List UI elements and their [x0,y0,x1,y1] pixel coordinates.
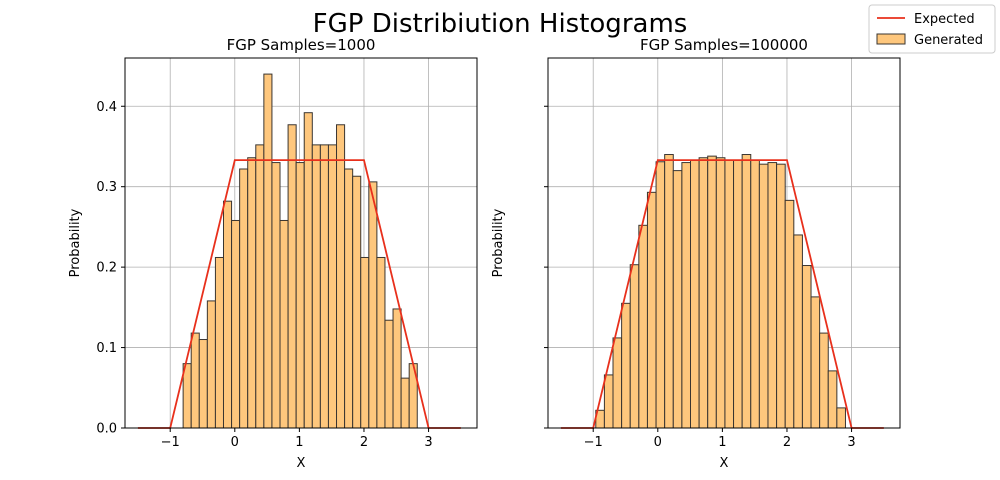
histogram-bar [612,337,623,429]
x-tick-label: 1 [295,435,303,450]
x-tick-label: −1 [161,435,180,450]
histogram-bar [827,370,838,429]
y-tick-label: 0.1 [96,341,117,356]
histogram-bar [263,73,273,429]
histogram-bar [681,162,691,429]
histogram-bar [715,157,726,429]
legend-expected-label: Expected [914,12,975,27]
histogram-bar [222,200,233,429]
histogram-bar [287,124,297,429]
x-tick-label: 1 [718,435,726,450]
x-tick-label: −1 [584,435,603,450]
histogram-bar [198,339,208,429]
histogram-bar [295,162,305,429]
histogram-bar [255,144,265,429]
y-tick-label: 0.4 [96,100,117,115]
histogram-bar [376,256,386,429]
x-tick-label: 3 [847,435,855,450]
y-axis-label: Probability [68,208,83,277]
histogram-bar [360,256,370,429]
x-tick-label: 0 [231,435,239,450]
y-tick-label: 0.0 [96,422,117,437]
histogram-bar [646,191,657,429]
histogram-bar [336,124,346,429]
histogram-bar [638,224,648,429]
histogram-bar [836,407,846,429]
panel-title: FGP Samples=100000 [640,36,808,54]
histogram-bar [810,296,821,429]
histogram-bar [392,308,402,429]
histogram-bar [384,319,394,429]
histogram-bar [664,154,674,429]
histogram-bar [190,332,200,429]
y-tick-label: 0.3 [96,180,117,195]
histogram-bar [776,163,786,429]
histogram-bar [621,302,631,429]
x-tick-label: 3 [424,435,432,450]
histogram-bar [603,374,614,429]
histogram-bar [239,168,249,429]
histogram-bar [672,170,683,429]
histogram-bar [707,155,717,429]
legend: Expected Generated [868,4,996,54]
axes-frame [547,57,901,429]
y-axis-label: Probability [491,208,506,277]
histogram-bar [758,163,769,429]
x-axis-label: X [720,456,729,471]
histogram-bar [741,154,752,429]
histogram-bar [279,219,289,429]
x-tick-label: 0 [654,435,662,450]
legend-generated-label: Generated [914,33,983,48]
histogram-bar [327,144,338,429]
y-tick-label: 0.2 [96,261,117,276]
histogram-bar [689,159,700,429]
histogram-bar [182,363,192,429]
histogram-bar [400,377,410,429]
figure-title: FGP Distribiution Histograms [313,9,688,39]
legend-generated-swatch [876,33,906,45]
histogram-bar [352,175,362,429]
histogram-bar [801,265,812,429]
histogram-bar [311,144,321,429]
histogram-bar [819,332,829,429]
x-tick-label: 2 [783,435,791,450]
histogram-bar [271,162,281,429]
histogram-bar [750,159,760,429]
histogram-bar [368,181,378,429]
histogram-panel-100000: −1 0 1 2 3 FGP Samples=100000 X Probability [491,36,901,471]
histogram-bar [247,157,257,429]
histogram-bar [214,256,224,429]
histogram-bar [206,300,216,429]
histogram-bar [724,159,735,429]
histogram-bar [793,234,803,429]
histogram-bar [231,219,241,429]
panel-title: FGP Samples=1000 [227,36,376,54]
histogram-bar [767,162,778,429]
histogram-bar [655,161,666,429]
histogram-bar [629,264,640,429]
x-axis-label: X [297,456,306,471]
histogram-panel-1000: −1 0 1 2 3 0.0 0.1 0.2 0.3 0.4 FGP Samples=1000 X Pr… [68,36,478,471]
histogram-bar [319,144,329,429]
histogram-bar [698,157,709,429]
x-tick-label: 2 [360,435,368,450]
axes-frame [124,57,478,429]
histogram-bar [733,159,743,429]
histogram-bar [784,199,795,429]
histogram-bar [344,168,354,429]
